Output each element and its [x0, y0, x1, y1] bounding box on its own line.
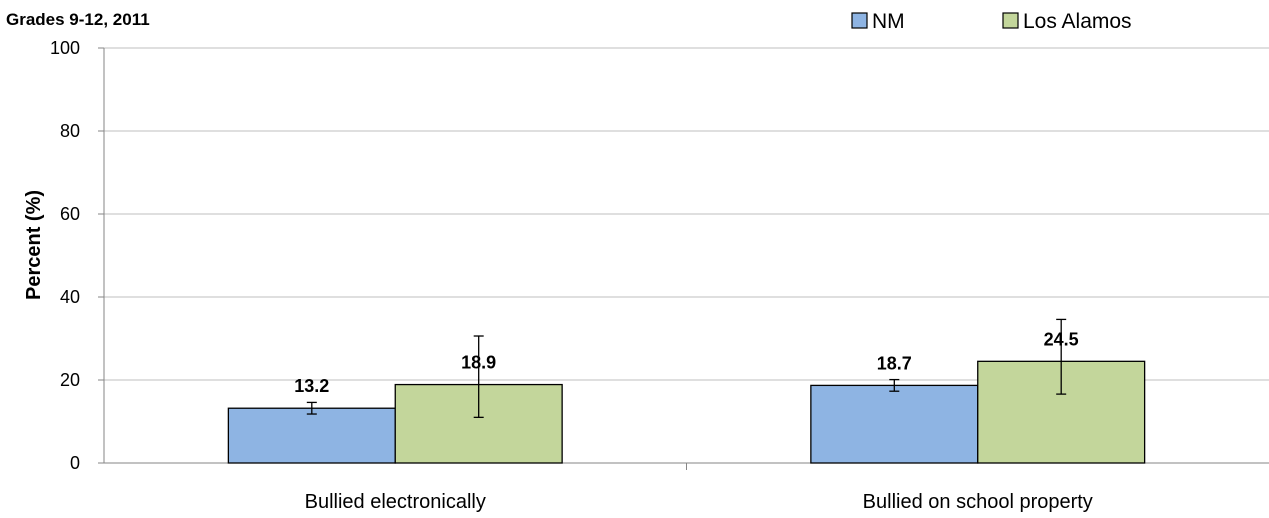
bar — [227, 407, 396, 464]
legend-swatch — [851, 12, 868, 29]
data-label: 18.9 — [461, 353, 496, 373]
y-tick-label: 60 — [60, 204, 80, 224]
data-labels-group: 13.2 18.9 18.7 24.5 — [294, 329, 1078, 396]
data-label: 24.5 — [1044, 329, 1079, 349]
bar — [810, 384, 979, 464]
y-tick-label: 40 — [60, 287, 80, 307]
chart-subtitle: Grades 9-12, 2011 — [6, 10, 150, 29]
y-tick-label: 80 — [60, 121, 80, 141]
bars-group — [227, 360, 1146, 464]
gridlines — [104, 47, 1269, 381]
x-category-label: Bullied electronically — [305, 491, 486, 513]
error-bars-group — [306, 318, 1067, 419]
y-tick-label: 100 — [50, 38, 80, 58]
x-category-label: Bullied on school property — [863, 491, 1093, 513]
y-tick-label: 20 — [60, 370, 80, 390]
legend: NM Los Alamos — [851, 10, 1132, 33]
y-tick-label: 0 — [70, 453, 80, 473]
y-axis-label: Percent (%) — [23, 190, 45, 300]
legend-label: Los Alamos — [1023, 10, 1132, 33]
data-label: 18.7 — [877, 353, 912, 373]
legend-swatch — [1002, 12, 1019, 29]
data-label: 13.2 — [294, 376, 329, 396]
legend-label: NM — [872, 10, 905, 33]
